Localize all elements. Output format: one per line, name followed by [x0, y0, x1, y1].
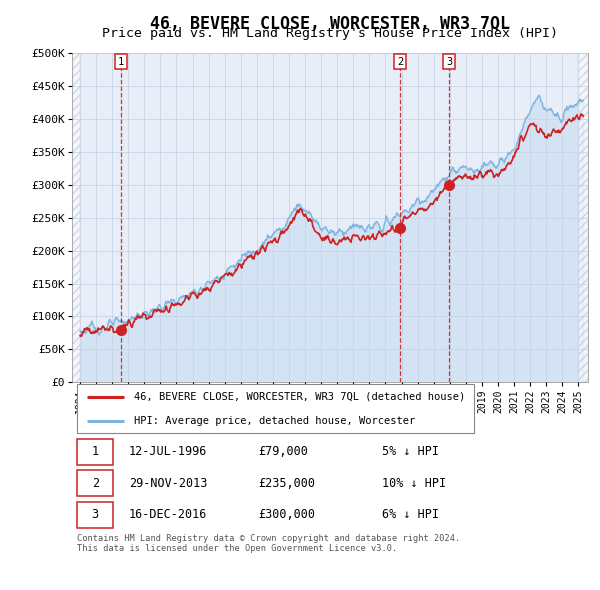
Text: 3: 3	[92, 508, 99, 521]
Text: 5% ↓ HPI: 5% ↓ HPI	[382, 445, 439, 458]
Text: 12-JUL-1996: 12-JUL-1996	[129, 445, 207, 458]
Text: 1: 1	[118, 57, 124, 67]
Text: 46, BEVERE CLOSE, WORCESTER, WR3 7QL (detached house): 46, BEVERE CLOSE, WORCESTER, WR3 7QL (de…	[134, 392, 465, 402]
FancyBboxPatch shape	[77, 470, 113, 496]
Text: 2: 2	[397, 57, 403, 67]
Text: HPI: Average price, detached house, Worcester: HPI: Average price, detached house, Worc…	[134, 416, 415, 426]
Text: 1: 1	[92, 445, 99, 458]
Text: 3: 3	[446, 57, 452, 67]
Text: 16-DEC-2016: 16-DEC-2016	[129, 508, 207, 521]
Text: £300,000: £300,000	[258, 508, 315, 521]
Text: £79,000: £79,000	[258, 445, 308, 458]
Text: Contains HM Land Registry data © Crown copyright and database right 2024.
This d: Contains HM Land Registry data © Crown c…	[77, 534, 460, 553]
Text: £235,000: £235,000	[258, 477, 315, 490]
FancyBboxPatch shape	[77, 502, 113, 527]
Text: Price paid vs. HM Land Registry's House Price Index (HPI): Price paid vs. HM Land Registry's House …	[102, 27, 558, 40]
FancyBboxPatch shape	[77, 385, 475, 433]
Text: 2: 2	[92, 477, 99, 490]
Text: 46, BEVERE CLOSE, WORCESTER, WR3 7QL: 46, BEVERE CLOSE, WORCESTER, WR3 7QL	[150, 15, 510, 33]
FancyBboxPatch shape	[77, 439, 113, 464]
Text: 6% ↓ HPI: 6% ↓ HPI	[382, 508, 439, 521]
Text: 29-NOV-2013: 29-NOV-2013	[129, 477, 207, 490]
Text: 10% ↓ HPI: 10% ↓ HPI	[382, 477, 446, 490]
